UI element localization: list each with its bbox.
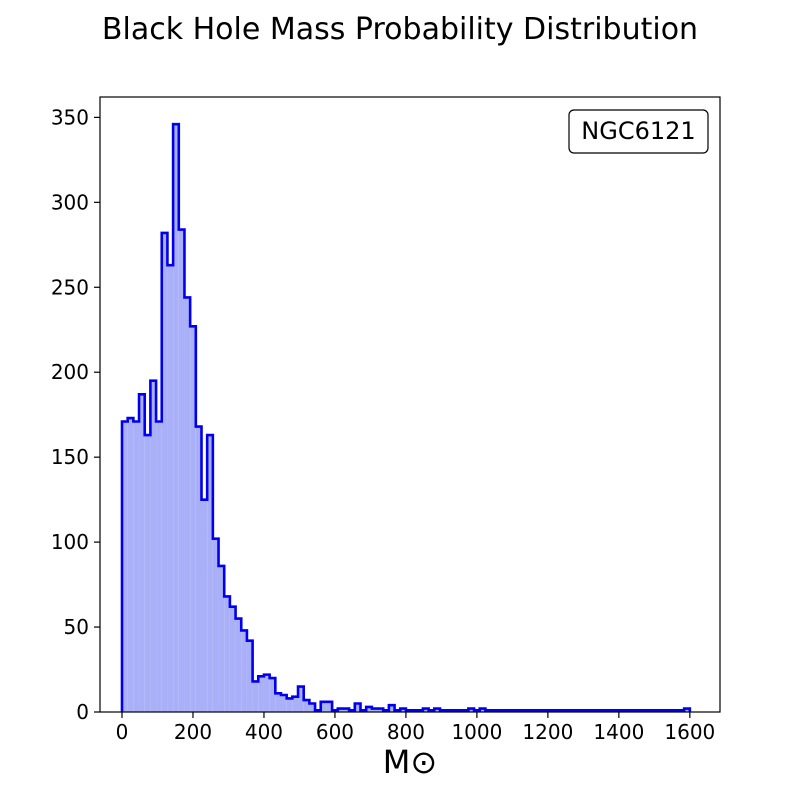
y-tick-label: 300 (51, 190, 89, 214)
histogram-bar (377, 708, 384, 712)
plot-area (99, 96, 721, 713)
y-tick-label: 250 (51, 275, 89, 299)
histogram-bar (190, 326, 196, 712)
x-tick-label: 600 (316, 720, 354, 744)
histogram-bar (184, 297, 191, 712)
histogram-bar (337, 708, 344, 712)
histogram-bar (468, 708, 475, 712)
y-tick-label: 0 (76, 700, 89, 724)
histogram-bar (207, 435, 213, 712)
legend-box: NGC6121 (568, 109, 709, 154)
histogram-bar (258, 676, 264, 712)
histogram-bar (144, 435, 151, 712)
x-axis-label: M⊙ (383, 743, 437, 781)
y-tick-label: 200 (51, 360, 89, 384)
histogram-bar (292, 696, 299, 712)
histogram-bar (173, 124, 179, 713)
histogram-bar (122, 421, 128, 712)
x-axis: 0 200 400 600 800 1000 1200 1400 1600 (116, 712, 715, 744)
histogram-bar (127, 418, 134, 712)
histogram-bar (354, 703, 361, 712)
histogram-bar (139, 394, 145, 712)
histogram-bar (167, 265, 174, 712)
histogram-bar (422, 708, 429, 712)
histogram-bar (252, 681, 259, 712)
y-tick-label: 350 (51, 105, 89, 129)
histogram-bar (388, 705, 395, 712)
legend-label: NGC6121 (581, 117, 695, 145)
histogram-bar (434, 708, 440, 712)
x-tick-label: 200 (174, 720, 212, 744)
histogram-bar (280, 695, 287, 712)
histogram-bar (479, 708, 486, 712)
histogram-bar (309, 703, 316, 712)
y-axis: 0 50 100 150 200 250 300 350 (51, 105, 100, 724)
histogram-bar (150, 380, 157, 712)
histogram-bar (241, 630, 247, 712)
x-tick-label: 1400 (593, 720, 644, 744)
histogram-bar (366, 706, 372, 712)
histogram-bar (133, 421, 140, 712)
x-tick-label: 0 (116, 720, 129, 744)
histogram-bar (371, 708, 378, 712)
histogram-bar (303, 700, 310, 712)
histogram-bar (246, 640, 253, 712)
histogram-bar (326, 701, 333, 712)
legend-frame (568, 109, 709, 154)
histogram-bar (286, 698, 293, 712)
histogram-bar (224, 596, 230, 712)
plot-frame (99, 96, 721, 713)
x-tick-label: 800 (387, 720, 425, 744)
y-tick-label: 100 (51, 530, 89, 554)
histogram-bar (269, 678, 276, 712)
x-tick-label: 1200 (522, 720, 573, 744)
histogram-bar (235, 618, 242, 712)
histogram-bar (218, 565, 225, 712)
chart-title: Black Hole Mass Probability Distribution (102, 12, 698, 47)
y-tick-label: 150 (51, 445, 89, 469)
y-tick-label: 50 (64, 615, 89, 639)
histogram-bar (684, 708, 690, 712)
x-tick-label: 1600 (664, 720, 715, 744)
histogram-bar (201, 499, 208, 712)
histogram-bar (161, 232, 168, 712)
histogram-step-outline (120, 122, 692, 712)
histogram-bar (229, 606, 236, 712)
histogram-bar (263, 674, 270, 712)
histogram-bar (320, 701, 327, 712)
histogram-bar (343, 708, 350, 712)
histogram-bar (275, 693, 281, 712)
histogram-bar (195, 426, 202, 712)
histogram-bar (156, 421, 162, 712)
x-tick-label: 400 (245, 720, 283, 744)
histogram-bar (298, 686, 304, 712)
histogram-bar (212, 538, 219, 712)
x-tick-label: 1000 (451, 720, 502, 744)
histogram-bar (178, 229, 185, 713)
histogram-bar (400, 708, 406, 712)
